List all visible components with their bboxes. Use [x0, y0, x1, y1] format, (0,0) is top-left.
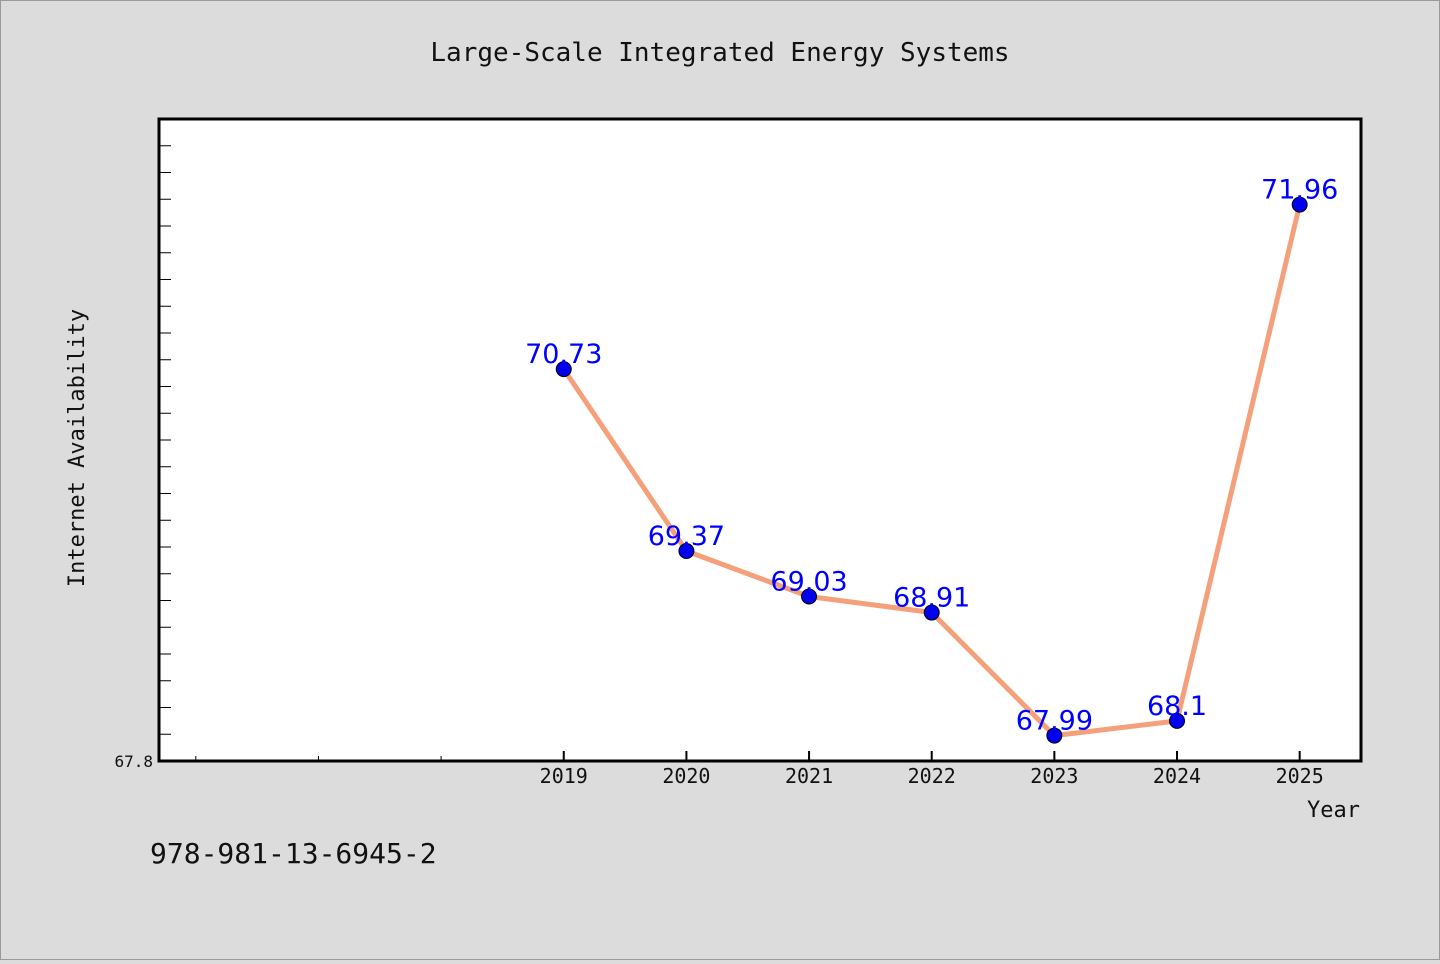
x-axis-major-ticks	[562, 751, 1301, 761]
x-axis-label: Year	[1307, 798, 1360, 823]
plot-area	[157, 117, 1363, 763]
x-axis-tick-labels: 2019 2020 2021 2022 2023 2024 2025	[540, 764, 1324, 788]
data-point	[923, 604, 940, 621]
isbn-text: 978-981-13-6945-2	[150, 837, 437, 870]
y-tick-label: 67.8	[114, 752, 153, 771]
data-label: 69.37	[648, 521, 725, 552]
data-points	[555, 196, 1308, 744]
y-axis-ticks	[159, 145, 171, 735]
data-label: 68.91	[893, 583, 970, 614]
data-label: 67.99	[1016, 706, 1093, 737]
x-tick-label: 2024	[1153, 764, 1201, 788]
x-tick-label: 2025	[1276, 764, 1324, 788]
x-tick-label: 2023	[1030, 764, 1078, 788]
data-point	[801, 588, 818, 605]
data-point	[555, 361, 572, 378]
x-axis-minor-ticks	[195, 756, 442, 761]
y-axis-tick-labels: 67.8	[114, 752, 153, 771]
data-point	[1291, 196, 1308, 213]
chart-title: Large-Scale Integrated Energy Systems	[430, 38, 1009, 68]
data-label: 69.03	[770, 566, 847, 597]
x-tick-label: 2021	[785, 764, 833, 788]
x-tick-label: 2019	[540, 764, 588, 788]
data-point	[1169, 712, 1186, 729]
x-tick-label: 2020	[662, 764, 710, 788]
data-point	[678, 543, 695, 560]
data-point	[1046, 727, 1063, 744]
data-label: 68.1	[1147, 691, 1207, 722]
y-axis-label: Internet Availability	[65, 309, 90, 587]
data-label: 70.73	[525, 339, 602, 370]
data-label: 71.96	[1261, 175, 1338, 206]
data-labels: 70.73 69.37 69.03 68.91 67.99 68.1 71.96	[525, 175, 1338, 737]
x-tick-label: 2022	[908, 764, 956, 788]
